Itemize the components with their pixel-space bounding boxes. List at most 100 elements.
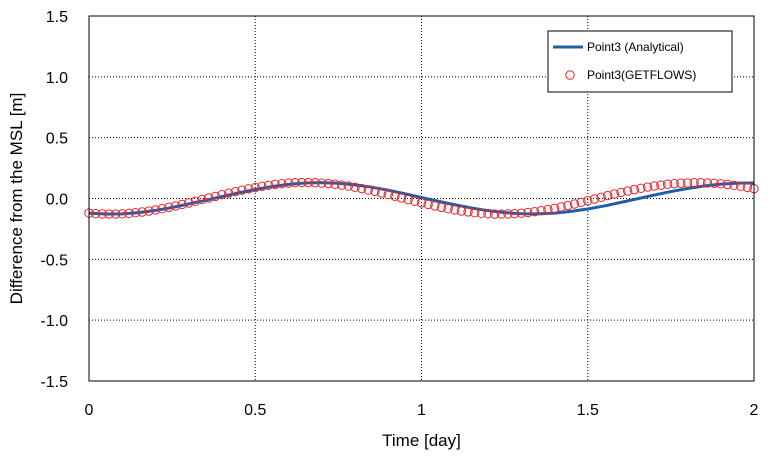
x-tick-label: 1 (417, 402, 426, 419)
data-point-getflows (383, 189, 393, 200)
data-point-getflows (736, 181, 746, 192)
plot-area-frame (88, 15, 755, 382)
y-axis-label: Difference from the MSL [m] (7, 93, 26, 305)
y-tick-label: 1.5 (46, 9, 68, 26)
data-point-getflows (210, 191, 221, 202)
data-point-getflows (350, 182, 360, 193)
data-point-getflows (164, 202, 174, 213)
data-point-getflows (622, 186, 633, 196)
x-tick-label: 1.5 (577, 402, 599, 419)
data-point-getflows (616, 187, 626, 198)
data-point-getflows (709, 178, 719, 188)
data-point-getflows (682, 178, 693, 188)
legend-label-getflows: Point3(GETFLOWS) (587, 68, 696, 82)
data-point-getflows (303, 177, 314, 188)
data-point-getflows (496, 209, 506, 219)
data-point-getflows (669, 178, 679, 189)
data-point-getflows (729, 180, 739, 191)
x-tick-label: 0.5 (244, 402, 266, 419)
data-point-getflows (583, 195, 593, 206)
data-point-getflows (563, 200, 573, 211)
data-point-getflows (217, 190, 227, 200)
data-point-getflows (184, 198, 194, 208)
data-point-getflows (190, 196, 201, 207)
data-point-getflows (270, 179, 280, 190)
data-point-getflows (177, 199, 187, 210)
data-point-getflows (569, 199, 580, 209)
y-tick-label: -0.5 (40, 252, 68, 269)
legend-marker-swatch (565, 70, 575, 80)
data-point-getflows (243, 184, 254, 194)
legend-box (547, 30, 733, 93)
data-point-getflows (483, 209, 493, 219)
data-point-getflows (696, 177, 706, 188)
data-point-getflows (297, 177, 307, 188)
x-tick-label: 2 (750, 402, 759, 419)
tick-labels: 0 0.5 1 1.5 2 1.5 1.0 0.5 0.0 -0.5 -1.0 -1.5 (40, 9, 758, 419)
data-point-getflows (310, 177, 320, 188)
data-point-getflows (410, 196, 420, 207)
data-point-getflows (470, 208, 480, 218)
data-point-getflows (117, 209, 127, 219)
data-point-getflows (516, 208, 526, 218)
data-point-getflows (237, 185, 247, 195)
data-point-getflows (443, 204, 453, 214)
data-point-getflows (742, 182, 753, 193)
data-point-getflows (556, 202, 566, 212)
data-point-getflows (130, 208, 141, 218)
data-point-getflows (662, 179, 673, 189)
data-point-getflows (150, 205, 161, 215)
data-point-getflows (230, 186, 241, 197)
data-point-getflows (144, 206, 154, 216)
data-point-getflows (430, 201, 440, 211)
data-point-getflows (204, 193, 214, 203)
data-point-getflows (110, 209, 121, 219)
data-point-getflows (337, 180, 347, 190)
legend-label-analytical: Point3 (Analytical) (587, 40, 684, 54)
data-point-getflows (363, 185, 373, 195)
data-point-getflows (124, 208, 134, 219)
data-point-getflows (370, 186, 380, 197)
data-point-getflows (629, 184, 639, 195)
data-point-getflows (97, 209, 108, 219)
data-point-getflows (137, 207, 147, 217)
data-point-getflows (722, 179, 733, 190)
data-point-getflows (257, 181, 267, 192)
y-tick-label: -1.5 (40, 374, 68, 391)
data-point-getflows (596, 192, 606, 202)
data-point-getflows (356, 183, 367, 194)
data-point-getflows (343, 181, 354, 191)
data-point-getflows (450, 205, 460, 215)
data-point-getflows (197, 194, 207, 205)
legend: Point3 (Analytical) Point3(GETFLOWS) (547, 30, 733, 93)
data-point-getflows (416, 198, 427, 208)
data-point-getflows (436, 202, 447, 213)
data-point-getflows (330, 179, 340, 189)
y-tick-label: 1.0 (46, 70, 68, 87)
data-point-getflows (489, 209, 500, 219)
data-point-getflows (543, 204, 553, 215)
data-point-getflows (157, 204, 167, 214)
data-point-getflows (456, 206, 467, 216)
y-tick-label: 0.5 (46, 131, 68, 148)
data-point-getflows (603, 190, 613, 201)
data-point-getflows (90, 208, 101, 219)
data-point-getflows (523, 207, 533, 218)
data-point-getflows (263, 180, 274, 191)
data-point-getflows (283, 178, 294, 188)
data-point-getflows (509, 209, 520, 219)
y-tick-label: -1.0 (40, 313, 68, 330)
data-point-getflows (702, 178, 713, 188)
data-point-getflows (503, 209, 513, 219)
data-point-getflows (390, 191, 400, 202)
data-point-getflows (536, 205, 546, 216)
x-axis-label: Time [day] (382, 431, 461, 450)
data-point-getflows (403, 195, 413, 205)
data-point-getflows (609, 189, 620, 199)
data-point-getflows (476, 208, 487, 219)
data-point-getflows (716, 179, 726, 189)
series-layer (84, 177, 759, 219)
data-point-getflows (104, 209, 114, 219)
data-point-getflows (170, 201, 181, 211)
data-point-getflows (529, 206, 540, 217)
